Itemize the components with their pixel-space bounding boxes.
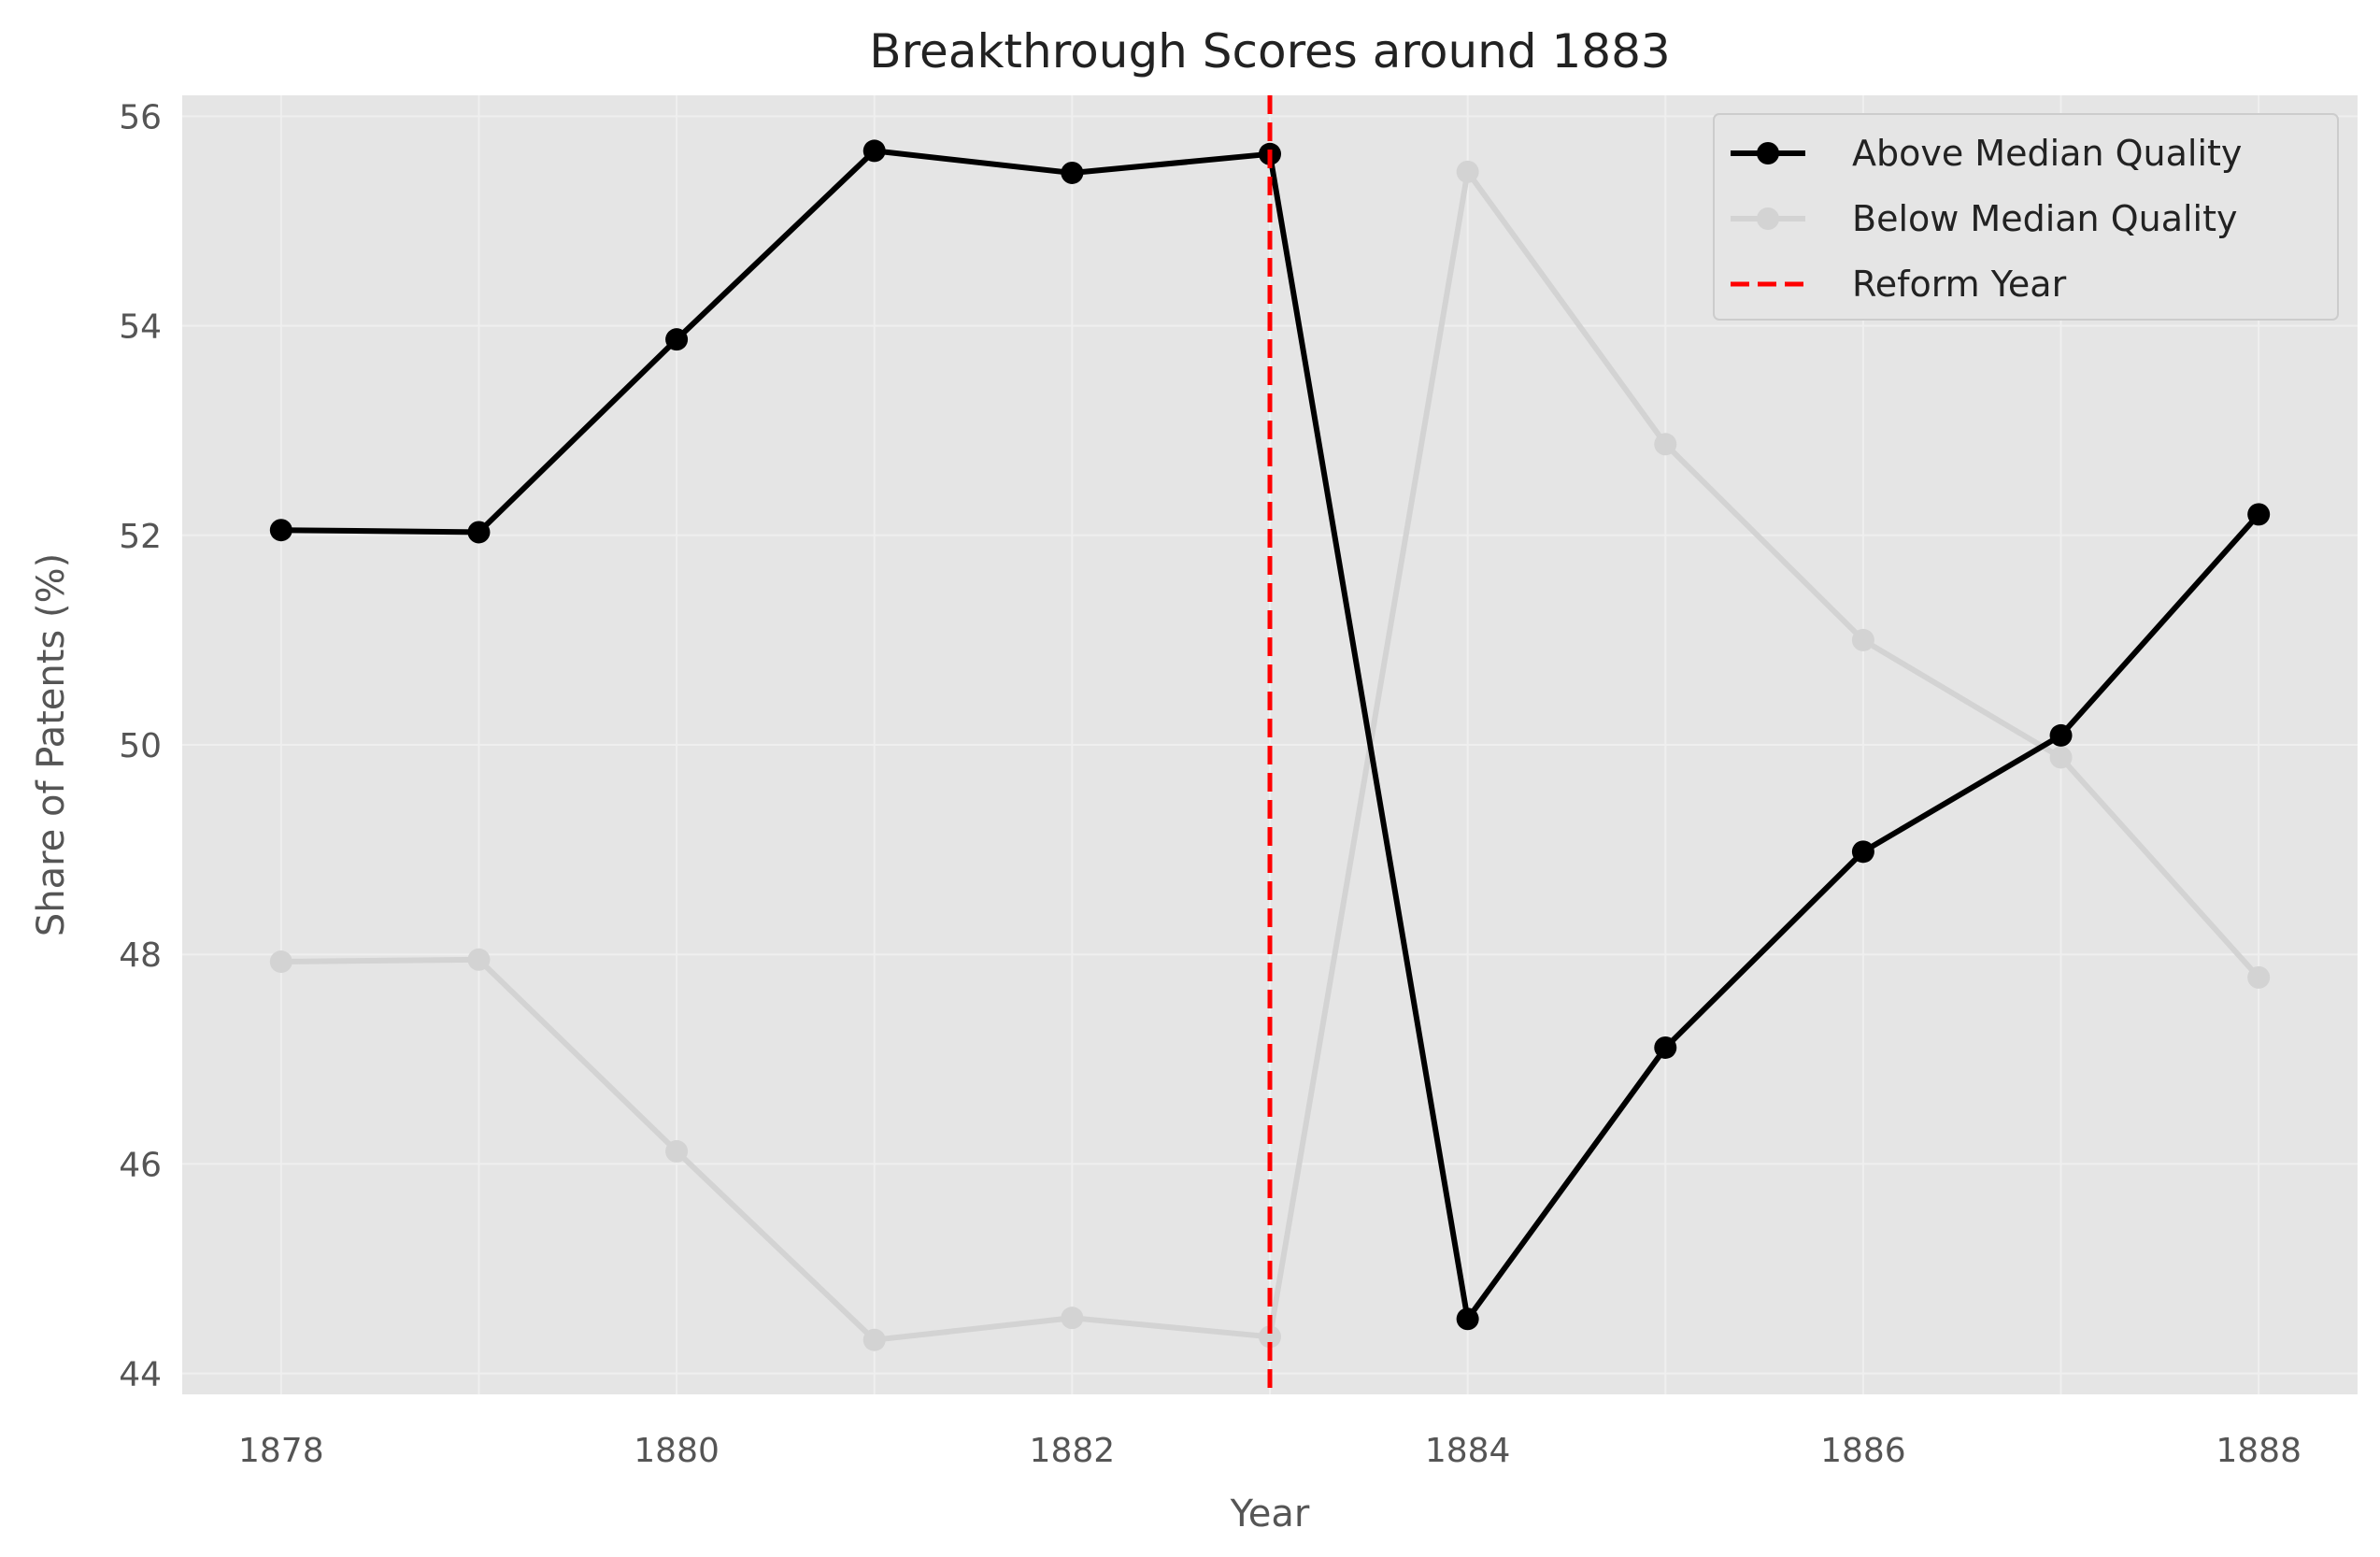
data-point-above-median-quality [1654,1036,1676,1059]
x-tick-label: 1878 [238,1432,324,1470]
data-point-above-median-quality [863,139,886,162]
chart-title: Breakthrough Scores around 1883 [869,24,1670,79]
x-axis-label: Year [1230,1493,1310,1536]
y-tick-label: 50 [119,727,162,765]
legend: Above Median Quality Below Median Quality… [1714,114,2338,320]
data-point-below-median-quality [2247,966,2270,989]
data-point-above-median-quality [2247,503,2270,525]
data-point-below-median-quality [1852,629,1874,651]
y-axis-ticks: 44 46 48 50 52 54 56 [119,98,162,1393]
y-tick-label: 54 [119,308,162,347]
data-point-below-median-quality [665,1140,688,1163]
y-tick-label: 48 [119,936,162,975]
y-axis-label: Share of Patents (%) [30,553,73,936]
y-tick-label: 44 [119,1356,162,1394]
data-point-below-median-quality [2050,746,2073,768]
x-tick-label: 1884 [1425,1432,1511,1470]
legend-label: Reform Year [1852,264,2067,305]
legend-label: Below Median Quality [1852,198,2238,239]
data-point-below-median-quality [1457,161,1479,183]
x-tick-label: 1886 [1820,1432,1906,1470]
data-point-below-median-quality [1654,433,1676,455]
data-point-below-median-quality [863,1329,886,1351]
legend-label: Above Median Quality [1852,133,2242,174]
data-point-below-median-quality [270,950,292,973]
y-tick-label: 56 [119,98,162,136]
data-point-above-median-quality [1457,1307,1479,1330]
data-point-above-median-quality [467,521,490,543]
data-point-above-median-quality [270,519,292,541]
data-point-above-median-quality [1852,840,1874,863]
data-point-below-median-quality [1061,1307,1083,1329]
x-tick-label: 1882 [1030,1432,1116,1470]
legend-marker [1757,142,1779,164]
data-point-below-median-quality [467,949,490,971]
data-point-above-median-quality [665,328,688,350]
x-axis-ticks: 1878 1880 1882 1884 1886 1888 [238,1432,2302,1470]
legend-marker [1757,207,1779,230]
data-point-above-median-quality [1061,162,1083,184]
y-tick-label: 46 [119,1146,162,1184]
x-tick-label: 1888 [2216,1432,2302,1470]
y-tick-label: 52 [119,518,162,556]
data-point-above-median-quality [2050,724,2073,747]
x-tick-label: 1880 [634,1432,720,1470]
